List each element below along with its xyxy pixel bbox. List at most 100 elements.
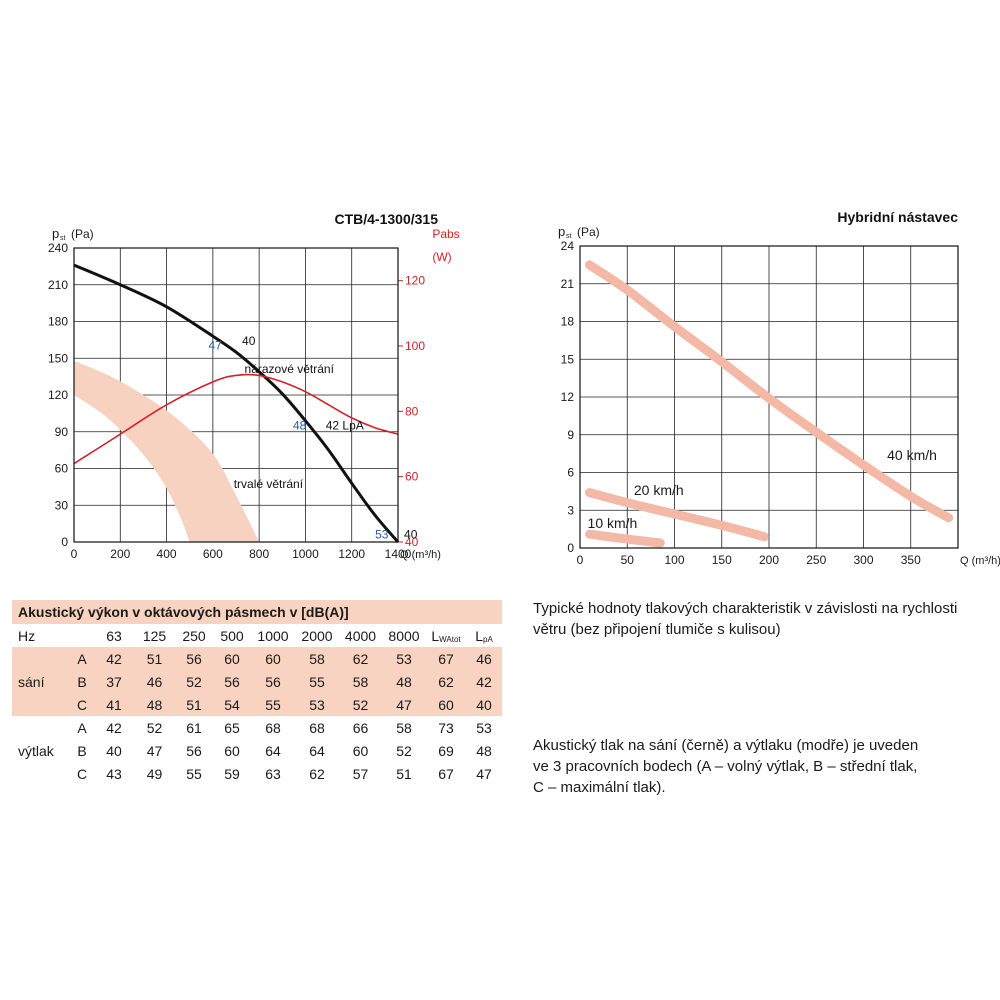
table-cell: 56 bbox=[213, 670, 251, 693]
note-line: ve 3 pracovních bodech (A – volný výtlak… bbox=[533, 758, 918, 775]
plot-frame bbox=[73, 247, 399, 543]
chart-annotation: 48 bbox=[293, 418, 307, 432]
y-tick-label: 0 bbox=[61, 535, 68, 549]
table-cell: 47 bbox=[382, 693, 426, 716]
chart-axes bbox=[73, 247, 399, 543]
table-cell: 52 bbox=[146, 719, 163, 736]
y-axis-label: p bbox=[558, 224, 565, 239]
table-cell: 51 bbox=[175, 693, 213, 716]
table-cell: 48 bbox=[382, 670, 426, 693]
table-cell: 51 bbox=[134, 647, 175, 670]
operating-band bbox=[74, 360, 260, 542]
series-label: 10 km/h bbox=[588, 515, 638, 531]
x-tick-label: 1400 bbox=[385, 547, 412, 561]
power-curve bbox=[73, 373, 399, 465]
y-tick-label: 3 bbox=[567, 503, 574, 517]
y2-axis-label: Pabs bbox=[432, 227, 459, 241]
table-cell: 58 bbox=[396, 719, 412, 736]
group-label: výtlak bbox=[18, 742, 54, 759]
lpa-header: LpA bbox=[466, 624, 502, 647]
chart-annotation: 47 bbox=[208, 339, 222, 353]
y-tick-label: 12 bbox=[561, 390, 575, 404]
ctb-chart: 0 200 400 600 800 1000 1200 1400 0 30 60 90 120 150 18… bbox=[48, 211, 460, 561]
table-row: výtlak B 40 47 56 60 64 64 60 52 69 48 bbox=[12, 739, 502, 762]
series-label: 40 km/h bbox=[887, 447, 937, 463]
freq-header: 8000 bbox=[388, 627, 420, 644]
table-cell: 60 bbox=[251, 647, 295, 670]
wind-curve bbox=[585, 529, 665, 548]
table-cell: 43 bbox=[106, 765, 122, 782]
table-cell: 55 bbox=[186, 765, 202, 782]
table-cell: 52 bbox=[396, 742, 412, 759]
freq-header: 4000 bbox=[344, 627, 377, 644]
y2-tick-label: 120 bbox=[405, 274, 425, 288]
table-cell: 55 bbox=[251, 693, 295, 716]
table-cell: 68 bbox=[265, 719, 281, 736]
freq-header: 1000 bbox=[257, 627, 289, 644]
table-cell: 53 bbox=[295, 693, 339, 716]
acoustic-power-table: Akustický výkon v oktávových pásmech v [… bbox=[12, 600, 503, 785]
point-label: A bbox=[70, 647, 94, 670]
chart-annotation: 42 LpA bbox=[326, 418, 364, 432]
table-cell: 64 bbox=[265, 742, 281, 759]
table-cell: 40 bbox=[106, 742, 122, 759]
x-axis-label: Q (m³/h) bbox=[400, 549, 441, 561]
chart-band-layer bbox=[74, 360, 260, 542]
table-cell: 67 bbox=[438, 765, 454, 782]
point-label: B bbox=[77, 742, 87, 759]
y-tick-label: 180 bbox=[48, 315, 68, 329]
x-tick-label: 100 bbox=[664, 553, 684, 567]
chart-series-layer bbox=[73, 263, 400, 543]
table-cell: 37 bbox=[94, 670, 134, 693]
table-cell: 73 bbox=[438, 719, 454, 736]
y-tick-label: 120 bbox=[48, 388, 68, 402]
note-line: Typické hodnoty tlakových charakteristik… bbox=[533, 600, 958, 617]
y-tick-label: 30 bbox=[55, 498, 69, 512]
table-cell: 64 bbox=[309, 742, 325, 759]
table-cell: 52 bbox=[175, 670, 213, 693]
y-tick-label: 15 bbox=[561, 352, 575, 366]
chart-axes bbox=[579, 245, 959, 549]
note-line: Akustický tlak na sání (černě) a výtlaku… bbox=[533, 737, 919, 754]
table-cell: 65 bbox=[224, 719, 240, 736]
note-line: větru (bez připojení tlumiče s kulisou) bbox=[533, 621, 781, 638]
chart-annotation: nárazové větrání bbox=[245, 362, 335, 376]
table-cell: 56 bbox=[251, 670, 295, 693]
x-tick-label: 1000 bbox=[292, 547, 319, 561]
table-cell: 60 bbox=[224, 742, 240, 759]
chart-annotation: trvalé větrání bbox=[234, 477, 304, 491]
freq-header: 250 bbox=[182, 627, 206, 644]
y-tick-label: 9 bbox=[567, 428, 574, 442]
table-cell: 59 bbox=[224, 765, 240, 782]
table-cell: 48 bbox=[134, 693, 175, 716]
table-cell: 68 bbox=[309, 719, 325, 736]
table-cell: 46 bbox=[466, 647, 503, 670]
y2-tick-label: 60 bbox=[405, 470, 419, 484]
chart-labels: 0 50 100 150 200 250 300 350 0 3 6 9 12 15 18 21 24p st (P… bbox=[558, 209, 1000, 567]
table-cell: 66 bbox=[352, 719, 369, 736]
y-tick-label: 150 bbox=[48, 351, 68, 365]
table-cell: 58 bbox=[339, 670, 382, 693]
y-axis-label-sub: st bbox=[566, 233, 572, 240]
y2-tick-label: 80 bbox=[405, 404, 419, 418]
table-row: C 43 49 55 59 63 62 57 51 67 47 bbox=[12, 762, 502, 785]
x-tick-label: 0 bbox=[577, 553, 584, 567]
lwatot-header-sub: WAtot bbox=[439, 634, 461, 644]
table-cell: 42 bbox=[94, 647, 134, 670]
y2-tick-label: 40 bbox=[405, 535, 419, 549]
table-cell: 42 bbox=[466, 670, 503, 693]
chart-title: CTB/4-1300/315 bbox=[334, 211, 438, 227]
table-cell: 56 bbox=[186, 742, 202, 759]
y-tick-label: 6 bbox=[567, 466, 574, 480]
x-tick-label: 1200 bbox=[338, 547, 365, 561]
table-cell: 41 bbox=[94, 693, 134, 716]
table-cell: 58 bbox=[295, 647, 339, 670]
y-tick-label: 18 bbox=[561, 315, 575, 329]
table-cell: 67 bbox=[426, 647, 466, 670]
y-tick-label: 60 bbox=[55, 462, 69, 476]
hybrid-chart: 0 50 100 150 200 250 300 350 0 3 6 9 12 15 18 21 24p st (P… bbox=[558, 209, 1000, 567]
table-cell: 48 bbox=[476, 742, 492, 759]
table-title-row: Akustický výkon v oktávových pásmech v [… bbox=[12, 600, 503, 624]
table-cell: 53 bbox=[476, 719, 492, 736]
y2-tick-label: 100 bbox=[405, 339, 425, 353]
